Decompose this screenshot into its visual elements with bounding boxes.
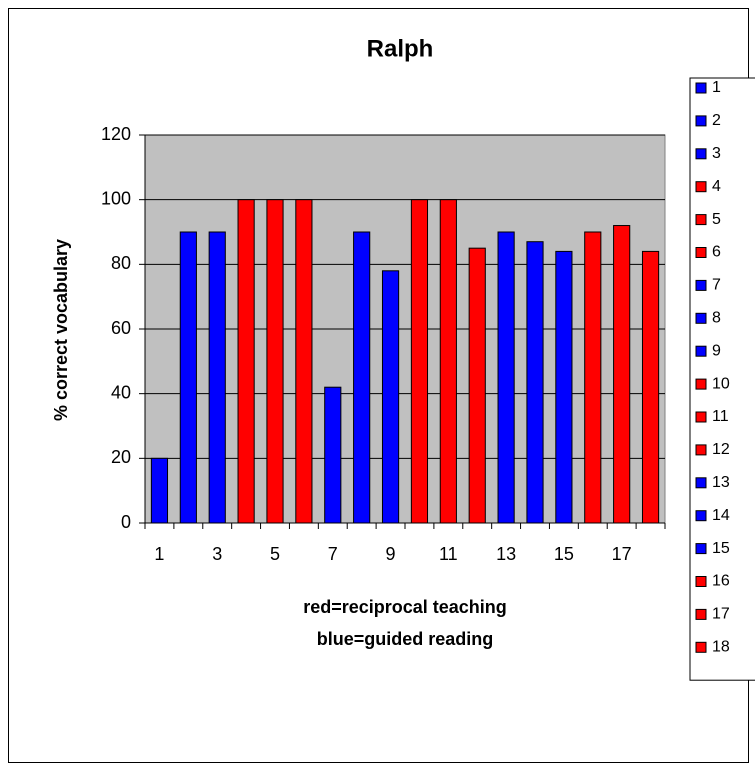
x-tick-label: 9 (386, 544, 396, 564)
legend-swatch (695, 214, 707, 226)
legend-label: 8 (712, 310, 721, 327)
bar (381, 270, 400, 524)
legend-label: 9 (712, 342, 721, 359)
legend-label: 12 (712, 441, 730, 458)
legend-swatch (695, 345, 707, 357)
bar (179, 231, 197, 524)
legend-swatch (695, 312, 707, 324)
bar (526, 241, 544, 524)
legend-label: 6 (712, 244, 721, 261)
legend-label: 3 (712, 145, 721, 162)
bar (555, 250, 573, 524)
legend-swatch (695, 115, 707, 127)
y-tick-label: 0 (121, 512, 131, 532)
y-tick-label: 20 (111, 447, 131, 467)
x-axis-label: red=reciprocal teaching (303, 597, 507, 617)
bar (468, 247, 486, 524)
x-tick-label: 7 (328, 544, 338, 564)
x-tick-label: 5 (270, 544, 280, 564)
legend-label: 4 (712, 178, 721, 195)
legend-label: 18 (712, 639, 730, 656)
legend-swatch (695, 543, 707, 555)
legend-swatch (695, 576, 707, 587)
bar (353, 231, 371, 524)
bar (410, 199, 429, 524)
bar (584, 231, 602, 524)
legend-swatch (695, 411, 707, 423)
bar (150, 457, 169, 524)
legend-swatch (695, 477, 707, 489)
bar (613, 225, 631, 524)
x-tick-label: 17 (612, 544, 632, 564)
legend-swatch (695, 510, 707, 522)
legend-label: 13 (712, 474, 730, 491)
x-tick-label: 11 (439, 544, 458, 564)
bar (237, 199, 255, 524)
legend-swatch (695, 148, 707, 160)
legend-label: 11 (712, 408, 729, 425)
x-axis-label: blue=guided reading (317, 629, 494, 649)
x-tick-label: 13 (496, 544, 516, 564)
legend-swatch (695, 608, 707, 620)
legend-label: 15 (712, 540, 730, 557)
legend-label: 17 (712, 606, 730, 623)
x-tick-label: 1 (154, 544, 164, 564)
y-tick-label: 100 (101, 188, 131, 208)
y-tick-label: 120 (101, 124, 131, 144)
legend-label: 16 (712, 573, 730, 590)
legend-swatch (695, 279, 707, 291)
y-tick-label: 40 (111, 382, 131, 402)
legend-label: 2 (712, 112, 721, 129)
bar (497, 231, 515, 524)
bar (295, 199, 313, 524)
x-tick-label: 15 (554, 544, 574, 564)
bar (439, 199, 457, 524)
legend-swatch (695, 82, 707, 94)
y-axis-label: % correct vocabulary (51, 239, 71, 421)
legend-label: 7 (712, 277, 721, 294)
bar (641, 250, 660, 524)
x-tick-label: 3 (212, 544, 222, 564)
legend-label: 5 (712, 211, 721, 228)
legend-swatch (695, 181, 707, 193)
legend-swatch (695, 444, 707, 456)
bar (324, 386, 342, 524)
legend-label: 1 (712, 79, 721, 96)
y-tick-label: 80 (111, 253, 131, 273)
bar (266, 199, 284, 524)
legend-label: 14 (712, 507, 730, 524)
chart-title: Ralph (367, 35, 434, 62)
legend-swatch (695, 641, 707, 653)
legend-swatch (695, 378, 707, 390)
bar (208, 231, 226, 524)
y-tick-label: 60 (111, 318, 131, 338)
legend-swatch (695, 247, 707, 258)
legend-label: 10 (712, 375, 730, 392)
